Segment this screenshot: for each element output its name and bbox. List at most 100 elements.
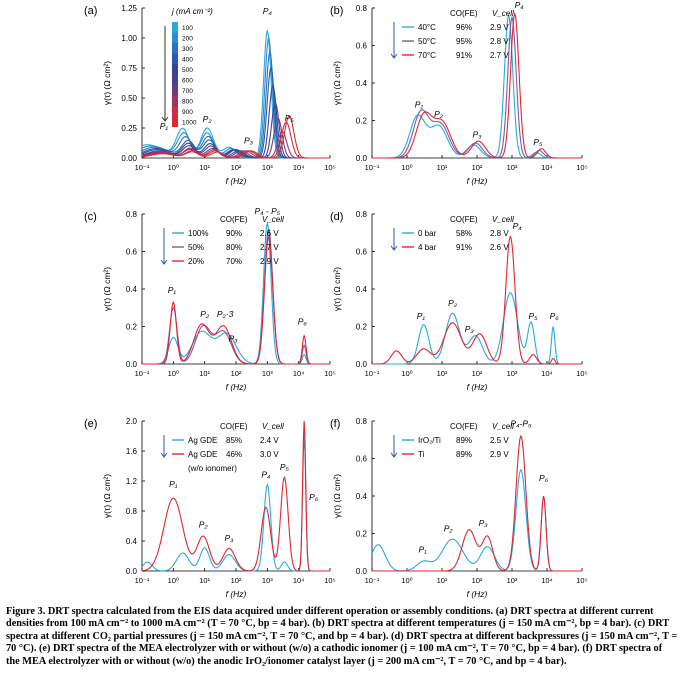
colorbar-swatch (172, 85, 178, 96)
y-tick-label: 0.8 (356, 210, 368, 219)
panel-label: (f) (330, 418, 340, 430)
legend-vcell: 2.8 V (490, 37, 509, 46)
y-tick-label: 0.4 (356, 492, 368, 501)
x-tick-label: 10⁵ (576, 369, 587, 378)
x-tick-label: 10¹ (437, 369, 448, 378)
peak-label: P₂·3 (217, 309, 234, 319)
peak-label: P₄ (515, 0, 525, 10)
legend: CO(FE) V_cell 40°C 96% 2.9 V 50°C 95% 2.8 V 70°C… (390, 9, 514, 60)
chart-panel-c: (c) 0.0 0.2 0.4 0.6 0.8 10⁻¹ 10⁰ 10¹ 10² 10³ 10⁴ 10⁵… (84, 206, 336, 392)
peak-label: P₅ (533, 137, 543, 147)
series-line-4 bar (372, 235, 582, 365)
x-tick-label: 10⁻¹ (135, 163, 150, 172)
legend-vcell: 2.9 V (490, 23, 509, 32)
legend-header-fe: CO(FE) (450, 422, 478, 431)
trend-arrow-head (390, 452, 398, 458)
colorbar-label: 700 (182, 88, 193, 95)
x-tick-label: 10⁻¹ (365, 576, 380, 585)
peak-label: P₁ (169, 479, 178, 489)
legend-fe: 96% (456, 23, 472, 32)
peak-label: P₂ (448, 298, 458, 308)
x-axis-label: f (Hz) (467, 589, 488, 599)
peak-label: P₄ (261, 469, 271, 479)
legend: CO(FE) V_cell IrO₂/Ti 89% 2.5 V Ti 89% 2.9 V (390, 422, 514, 459)
legend-vcell: 2.6 V (260, 229, 279, 238)
x-tick-label: 10³ (507, 576, 518, 585)
peak-label: P₂ (203, 114, 213, 124)
y-tick-label: 0.2 (356, 323, 368, 332)
legend-label: 50°C (418, 37, 436, 46)
series-line-70°C (372, 11, 582, 159)
y-tick-label: 0.2 (356, 530, 368, 539)
legend-fe: 89% (456, 450, 472, 459)
y-tick-label: 0.2 (356, 117, 368, 126)
x-tick-label: 10² (472, 163, 483, 172)
series-line-500 (141, 84, 330, 159)
legend-label: Ti (418, 450, 425, 459)
peak-label: P₄ (513, 221, 523, 231)
legend-label: 4 bar (418, 243, 437, 252)
y-tick-label: 0.25 (121, 124, 137, 133)
x-tick-label: 10¹ (199, 163, 210, 172)
legend-vcell: 3.0 V (260, 450, 279, 459)
legend-fe: 89% (456, 436, 472, 445)
series-line-40°C (372, 13, 582, 159)
x-tick-label: 10⁻¹ (365, 369, 380, 378)
y-tick-label: 0.0 (356, 567, 368, 576)
x-axis-label: f (Hz) (226, 382, 247, 392)
peak-label: P₃ (472, 129, 482, 139)
panel-label: (a) (84, 5, 97, 17)
series-line-300 (141, 50, 330, 159)
series-line-200 (141, 37, 330, 159)
chart-panel-a: (a) 0.00 0.25 0.50 0.75 1.00 1.25 10⁻¹ 10⁰ 10¹ 10²… (84, 4, 336, 186)
x-tick-label: 10³ (262, 163, 273, 172)
colorbar-label: 200 (182, 36, 193, 43)
y-tick-label: 0.4 (126, 537, 138, 546)
legend-vcell: 2.8 V (490, 229, 509, 238)
peak-label: P₅ (529, 311, 539, 321)
panel-label: (c) (84, 211, 97, 223)
y-tick-label: 0.8 (356, 4, 368, 13)
y-tick-label: 0.50 (121, 94, 137, 103)
legend-fe: 91% (456, 51, 472, 60)
legend-label: Ag GDE (188, 450, 217, 459)
peak-label: P₃ (225, 533, 235, 543)
x-tick-label: 10² (231, 576, 242, 585)
x-tick-label: 10⁴ (541, 163, 553, 172)
y-tick-label: 0.0 (126, 567, 138, 576)
y-axis-label: γ(τ) (Ω cm²) (332, 61, 342, 105)
colorbar-swatch (172, 116, 178, 127)
legend-fe: 80% (226, 243, 242, 252)
y-axis-label: γ(τ) (Ω cm²) (332, 267, 342, 311)
y-axis-label: γ(τ) (Ω cm²) (102, 267, 112, 311)
x-tick-label: 10⁰ (168, 369, 179, 378)
x-tick-label: 10⁰ (401, 576, 412, 585)
panel-label: (e) (84, 418, 97, 430)
y-tick-label: 0.8 (126, 507, 138, 516)
x-tick-label: 10² (231, 163, 242, 172)
series-line-0 bar (372, 292, 582, 365)
legend-vcell: 2.4 V (260, 436, 279, 445)
legend-label: 40°C (418, 23, 436, 32)
legend-label: 50% (188, 243, 204, 252)
colorbar-title: j (mA cm⁻²) (171, 7, 213, 16)
chart-panel-e: (e) 0.0 0.4 0.8 1.2 1.6 2.0 10⁻¹ 10⁰ 10¹ 10² 10³ 10⁴… (84, 417, 336, 599)
peak-label: P₁ (417, 311, 426, 321)
legend-label: 0 bar (418, 229, 437, 238)
legend-label: 20% (188, 257, 204, 266)
x-tick-label: 10⁴ (541, 576, 553, 585)
colorbar-swatch (172, 95, 178, 106)
legend-label: 100% (188, 229, 208, 238)
y-tick-label: 0.6 (356, 42, 368, 51)
legend-vcell: 2.7 V (490, 51, 509, 60)
peak-label: P₅ (280, 462, 290, 472)
peak-label: P₂ (444, 524, 454, 534)
x-tick-label: 10¹ (199, 369, 210, 378)
y-tick-label: 0.4 (126, 285, 138, 294)
peak-label: P₁ (160, 121, 169, 131)
x-tick-label: 10⁵ (576, 576, 587, 585)
x-tick-label: 10² (472, 576, 483, 585)
legend-label: 70°C (418, 51, 436, 60)
legend-fe: 46% (226, 450, 242, 459)
peak-label: P₁ (418, 544, 427, 554)
